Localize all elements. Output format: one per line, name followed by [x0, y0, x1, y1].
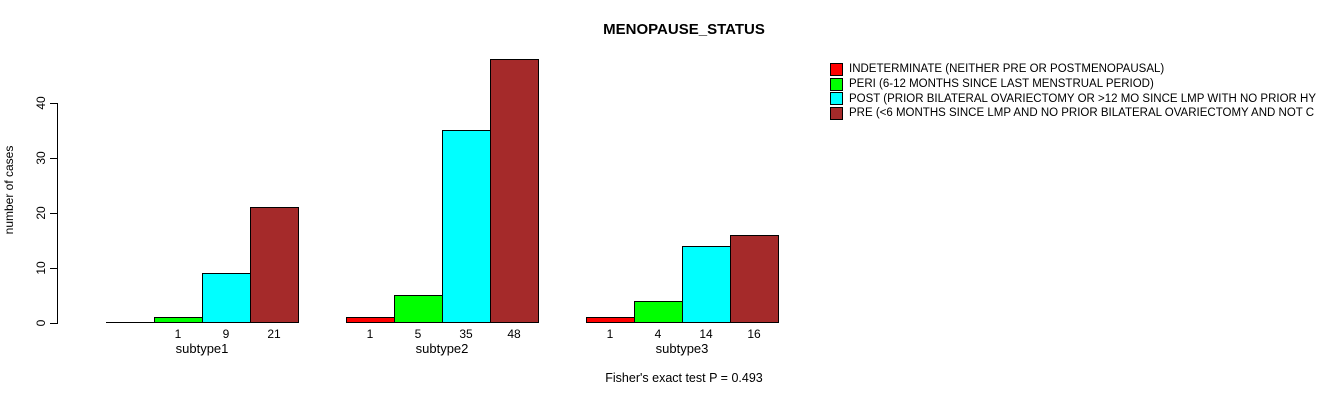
legend-swatch — [830, 77, 843, 91]
bar — [442, 130, 491, 323]
bar — [682, 246, 731, 323]
bar-value-label: 1 — [366, 327, 374, 341]
x-category-label: subtype2 — [415, 341, 469, 356]
bar-value-label: 16 — [747, 327, 761, 341]
y-axis-label: number of cases — [2, 145, 16, 235]
y-axis-tick-label: 10 — [34, 261, 48, 275]
bar-value-label: 21 — [267, 327, 281, 341]
chart-title: MENOPAUSE_STATUS — [603, 21, 765, 38]
y-axis-tick — [50, 323, 57, 324]
y-axis-tick — [50, 158, 57, 159]
bar-value-label: 5 — [414, 327, 422, 341]
bar — [202, 273, 251, 323]
bar — [730, 235, 779, 323]
y-axis-tick — [50, 268, 57, 269]
bar — [634, 301, 683, 323]
legend-swatch — [830, 92, 843, 106]
y-axis-tick-label: 0 — [34, 319, 48, 327]
legend-item: PRE (<6 MONTHS SINCE LMP AND NO PRIOR BI… — [830, 106, 1316, 121]
y-axis-line — [57, 103, 58, 324]
y-axis-tick — [50, 213, 57, 214]
bar-value-label: 9 — [222, 327, 230, 341]
legend-swatch — [830, 62, 843, 76]
y-axis-tick-label: 40 — [34, 96, 48, 110]
bar-value-label: 1 — [606, 327, 614, 341]
legend-item: POST (PRIOR BILATERAL OVARIECTOMY OR >12… — [830, 91, 1316, 106]
bar — [394, 295, 443, 323]
annotation-fisher-test: Fisher's exact test P = 0.493 — [605, 371, 763, 385]
legend-label: PRE (<6 MONTHS SINCE LMP AND NO PRIOR BI… — [849, 107, 1315, 120]
legend-swatch — [830, 106, 843, 120]
y-axis-tick — [50, 103, 57, 104]
y-axis-tick-label: 20 — [34, 206, 48, 220]
legend-item: INDETERMINATE (NEITHER PRE OR POSTMENOPA… — [830, 62, 1316, 77]
x-category-label: subtype1 — [175, 341, 229, 356]
bar — [586, 317, 635, 323]
bar-value-label: 35 — [459, 327, 473, 341]
bar — [250, 207, 299, 323]
bar — [346, 317, 395, 323]
bar-zero — [106, 322, 155, 323]
bar — [154, 317, 203, 323]
bar — [490, 59, 539, 323]
legend-label: INDETERMINATE (NEITHER PRE OR POSTMENOPA… — [849, 63, 1165, 76]
x-category-label: subtype3 — [655, 341, 709, 356]
y-axis-tick-label: 30 — [34, 151, 48, 165]
legend-item: PERI (6-12 MONTHS SINCE LAST MENSTRUAL P… — [830, 77, 1316, 92]
bar-value-label: 4 — [654, 327, 662, 341]
bar-value-label: 48 — [507, 327, 521, 341]
legend-label: PERI (6-12 MONTHS SINCE LAST MENSTRUAL P… — [849, 78, 1154, 91]
legend-label: POST (PRIOR BILATERAL OVARIECTOMY OR >12… — [849, 92, 1317, 105]
bar-value-label: 1 — [174, 327, 182, 341]
bar-value-label: 14 — [699, 327, 713, 341]
legend: INDETERMINATE (NEITHER PRE OR POSTMENOPA… — [830, 62, 1316, 121]
